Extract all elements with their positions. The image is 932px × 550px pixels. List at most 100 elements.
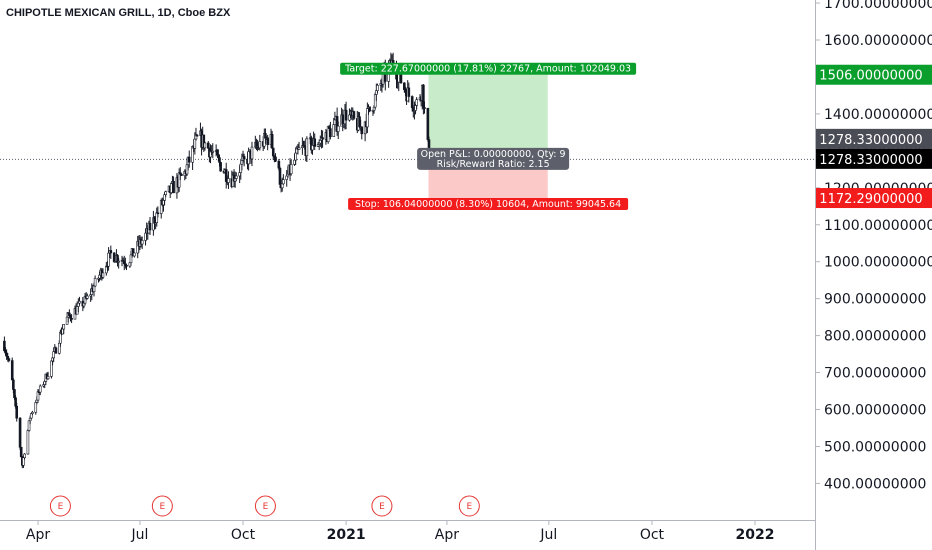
target-label-box[interactable]: Target: 227.67000000 (17.81%) 22767, Amo… <box>340 62 637 75</box>
earnings-marker-circle <box>458 495 480 517</box>
candle-body <box>112 252 116 263</box>
candle-body <box>23 453 26 459</box>
candle <box>203 141 207 151</box>
earnings-marker-circle <box>49 495 71 517</box>
price-tick-label: 600.00000000 <box>824 403 926 419</box>
pnl-bubble[interactable]: Open P&L: 0.00000000, Qty: 9 Risk/Reward… <box>417 147 570 170</box>
candle-body <box>180 173 183 176</box>
candle-body <box>305 138 309 156</box>
candle <box>250 141 254 167</box>
candle <box>70 314 73 324</box>
candle <box>344 101 348 130</box>
target-label: Target: 227.67000000 (17.81%) 22767, Amo… <box>344 64 631 75</box>
candle-body <box>46 376 50 380</box>
candle <box>18 417 22 451</box>
candle-body <box>218 157 221 163</box>
candle-body <box>7 358 11 361</box>
candle <box>78 296 81 306</box>
price-tick-label: 400.00000000 <box>824 476 926 492</box>
price-tick-label: 1600.00000000 <box>824 33 932 49</box>
candle <box>140 236 144 250</box>
time-tick-label: Jul <box>539 527 557 543</box>
candle <box>133 252 136 258</box>
earnings-marker-label: E <box>379 502 385 512</box>
candle-body <box>360 126 364 135</box>
earnings-marker-label: E <box>160 502 166 512</box>
candle <box>407 82 411 103</box>
earnings-marker-circle <box>254 495 276 517</box>
candle <box>329 121 332 140</box>
current-price-value: 1278.33000000 <box>819 153 922 168</box>
earnings-marker-label: E <box>466 502 472 512</box>
candle <box>109 245 113 259</box>
candle-body <box>368 106 371 112</box>
candle <box>305 136 309 162</box>
candle <box>258 134 262 151</box>
price-tick-label: 1400.00000000 <box>824 107 932 123</box>
entry-price-tag: 1278.33000000 <box>816 128 932 149</box>
entry-price-value: 1278.33000000 <box>819 133 922 148</box>
candle <box>336 121 340 140</box>
candle-body <box>274 156 277 162</box>
candle-body <box>423 107 426 109</box>
candle-body <box>313 138 317 147</box>
candle <box>180 173 183 176</box>
candle <box>46 371 50 380</box>
candle-body <box>164 191 168 195</box>
candle-body <box>250 146 254 160</box>
candle <box>297 141 301 150</box>
rr-label: Risk/Reward Ratio: 2.15 <box>437 159 550 170</box>
candle <box>15 402 19 422</box>
stop-price-tag: 1172.29000000 <box>816 188 932 209</box>
candle <box>148 216 152 236</box>
candle <box>360 126 364 140</box>
candle-body <box>297 147 301 150</box>
candle-body <box>336 125 340 132</box>
time-tick-label: Apr <box>435 527 459 543</box>
candle-body <box>133 252 136 257</box>
candle-body <box>376 84 379 91</box>
candle-body <box>227 178 230 183</box>
time-tick-label: 2021 <box>327 527 366 543</box>
candle-body <box>140 240 144 245</box>
candle-body <box>156 212 160 215</box>
candle <box>227 171 230 189</box>
candles <box>3 52 431 469</box>
candle <box>423 101 426 114</box>
candle-body <box>234 175 238 179</box>
earnings-marker-label: E <box>58 502 64 512</box>
time-axis[interactable]: Apr Jul Oct 2021 Apr Jul Oct 2022 <box>26 520 775 543</box>
pnl-label: Open P&L: 0.00000000, Qty: 9 <box>421 149 566 160</box>
stop-label-box[interactable]: Stop: 106.04000000 (8.30%) 10604, Amount… <box>348 198 629 211</box>
candle <box>415 97 418 110</box>
time-tick-label: Jul <box>130 527 148 543</box>
candle <box>101 268 105 280</box>
price-tick-label: 500.00000000 <box>824 439 926 455</box>
earnings-marker-circle <box>151 495 173 517</box>
time-tick-label: Oct <box>640 527 665 543</box>
candle <box>289 159 293 176</box>
candle <box>376 83 379 94</box>
candle-body <box>70 318 73 320</box>
candle <box>211 143 215 159</box>
candle <box>125 263 128 271</box>
candle <box>172 176 175 194</box>
candle-body <box>18 417 22 448</box>
candle <box>282 174 285 185</box>
candle-body <box>329 128 332 137</box>
candle-body <box>271 147 275 157</box>
candle-body <box>31 411 34 414</box>
earnings-marker: E <box>49 495 71 517</box>
stop-label: Stop: 106.04000000 (8.30%) 10604, Amount… <box>355 199 621 210</box>
candle <box>219 161 222 172</box>
price-tick-label: 900.00000000 <box>824 292 926 308</box>
candle <box>117 258 120 269</box>
candle-body <box>426 108 430 140</box>
profit-zone[interactable] <box>428 74 548 159</box>
price-tick-label: 1000.00000000 <box>824 255 932 271</box>
price-tick-label: 1700.00000000 <box>824 0 932 12</box>
candle-body <box>148 222 152 231</box>
